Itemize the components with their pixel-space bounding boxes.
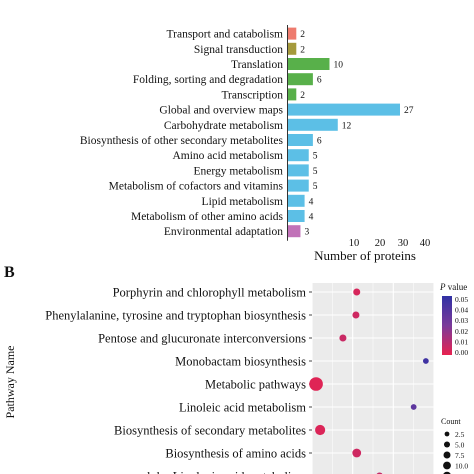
size-legend-title: Count (441, 417, 461, 426)
data-point (352, 448, 362, 458)
bar-value-label: 6 (317, 137, 322, 147)
category-label: Translation (231, 59, 283, 71)
bar-value-label: 2 (300, 30, 305, 40)
bar (288, 134, 313, 146)
pathway-label: alpha-Linolenic acid metabolism (141, 470, 306, 474)
color-legend-title: P value (439, 282, 467, 292)
bar (288, 164, 309, 177)
size-legend-label: 5.0 (455, 441, 465, 450)
pathway-label: Monobactam biosynthesis (175, 355, 306, 369)
category-label: Carbohydrate metabolism (164, 120, 283, 132)
size-legend-dot (444, 431, 450, 437)
category-label: Amino acid metabolism (172, 150, 283, 162)
data-point (352, 311, 360, 319)
panel-label: B (4, 264, 15, 281)
bar-value-label: 10 (333, 61, 343, 71)
bar-value-label: 4 (309, 213, 314, 223)
data-point (339, 334, 347, 342)
color-legend-tick-label: 0.00 (455, 348, 468, 357)
category-label: Folding, sorting and degradation (133, 74, 283, 86)
bar-value-label: 27 (404, 106, 414, 116)
bar (288, 210, 305, 222)
y-axis-title: Pathway Name (3, 346, 17, 419)
size-legend-dot (443, 471, 451, 474)
category-label: Biosynthesis of other secondary metaboli… (80, 135, 284, 147)
color-legend-tick-label: 0.01 (455, 337, 468, 346)
color-legend-bar (442, 296, 452, 355)
color-legend-tick-label: 0.04 (455, 306, 468, 315)
category-label: Metabolism of cofactors and vitamins (109, 181, 284, 193)
bar (288, 179, 309, 192)
bar (288, 103, 400, 116)
color-legend-tick-label: 0.05 (455, 295, 468, 304)
x-tick-label: 20 (375, 238, 386, 249)
bar (288, 118, 338, 131)
category-label: Transport and catabolism (167, 29, 284, 41)
data-point (410, 404, 417, 410)
size-legend-label: 10.0 (455, 462, 468, 471)
color-legend-tick-label: 0.03 (455, 316, 468, 325)
category-label: Metabolism of other amino acids (131, 211, 284, 223)
size-legend-dot (443, 441, 451, 448)
x-tick-label: 30 (398, 238, 409, 249)
x-tick-label: 10 (349, 238, 360, 249)
pathway-label: Metabolic pathways (205, 378, 306, 392)
pathway-label: Porphyrin and chlorophyll metabolism (113, 286, 307, 300)
pathway-label: Linoleic acid metabolism (179, 401, 306, 415)
bar-value-label: 4 (309, 197, 314, 207)
category-label: Signal transduction (194, 44, 283, 56)
category-label: Energy metabolism (193, 165, 283, 177)
category-label: Lipid metabolism (202, 196, 284, 208)
pathway-label: Phenylalanine, tyrosine and tryptophan b… (45, 309, 306, 323)
data-point (422, 358, 429, 364)
bar (288, 58, 330, 70)
size-legend-dot (443, 451, 451, 459)
bar-value-label: 5 (313, 152, 318, 162)
bar-value-label: 6 (317, 76, 322, 86)
size-legend-dot (443, 461, 451, 470)
x-tick-label: 40 (420, 238, 431, 249)
bar-value-label: 12 (342, 121, 352, 131)
bar (288, 194, 305, 207)
bar-value-label: 5 (313, 167, 318, 177)
category-label: Environmental adaptation (164, 226, 283, 238)
pathway-label: Pentose and glucuronate interconversions (98, 332, 306, 346)
color-legend-title-p: P (439, 282, 446, 292)
data-point (309, 377, 323, 391)
bar-value-label: 2 (300, 91, 305, 101)
bar (288, 149, 309, 162)
bar (288, 225, 301, 238)
pathway-label: Biosynthesis of amino acids (165, 447, 306, 461)
category-label: Transcription (221, 89, 283, 101)
bar-value-label: 5 (313, 182, 318, 192)
size-legend-label: 7.5 (455, 451, 465, 460)
bar (288, 88, 297, 101)
data-point (315, 424, 326, 436)
category-label: Global and overview maps (159, 105, 283, 117)
color-legend-title-rest: value (446, 282, 468, 292)
x-axis-title: Number of proteins (314, 248, 416, 263)
pathway-label: Biosynthesis of secondary metabolites (114, 424, 306, 438)
bar (288, 42, 297, 55)
bar (288, 73, 313, 86)
size-legend-label: 2.5 (455, 430, 465, 439)
bar-value-label: 3 (304, 228, 309, 238)
bar-value-label: 2 (300, 45, 305, 55)
bar (288, 27, 297, 40)
size-legend-label: 12.5 (455, 472, 468, 474)
color-legend-tick-label: 0.02 (455, 327, 468, 336)
data-point (353, 288, 361, 296)
